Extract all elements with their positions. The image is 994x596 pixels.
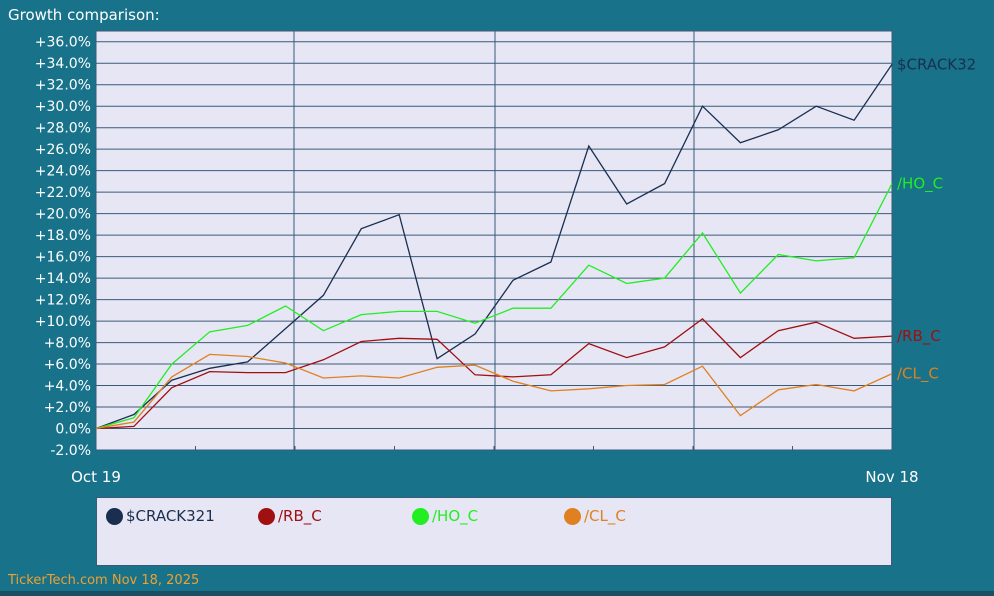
series-end-label-cl-c: /CL_C: [897, 365, 939, 384]
y-tick-label: +20.0%: [35, 207, 91, 223]
y-tick-label: +32.0%: [35, 78, 91, 94]
series-layer: [95, 63, 893, 430]
series-line-rb-c: [95, 318, 893, 430]
series-end-label-rb-c: /RB_C: [897, 327, 941, 346]
legend-marker-rb-c: [258, 507, 275, 525]
legend-label-crack321: $CRACK321: [126, 507, 215, 525]
series-end-label-crack321: $CRACK32: [897, 55, 976, 73]
y-tick-label: +10.0%: [35, 314, 91, 330]
y-tick-label: +26.0%: [35, 142, 91, 158]
footer-credit: TickerTech.com Nov 18, 2025: [8, 573, 200, 588]
y-tick-label: -2.0%: [50, 443, 91, 459]
series-end-label-ho-c: /HO_C: [897, 175, 943, 194]
y-tick-label: +34.0%: [35, 56, 91, 72]
y-tick-label: +28.0%: [35, 121, 91, 137]
y-tick-label: 0.0%: [55, 422, 91, 438]
y-tick-label: +16.0%: [35, 250, 91, 266]
y-tick-label: +18.0%: [35, 228, 91, 244]
series-line-ho-c: [95, 183, 893, 430]
bottom-bar: [0, 591, 994, 596]
y-tick-label: +36.0%: [35, 35, 91, 51]
x-tick-label-start: Oct 19: [71, 468, 121, 486]
series-line-crack321: [95, 63, 893, 430]
y-tick-label: +2.0%: [44, 400, 91, 416]
plot-background: [95, 30, 893, 451]
y-tick-label: +30.0%: [35, 99, 91, 115]
y-tick-label: +6.0%: [44, 357, 91, 373]
x-tick-label-end: Nov 18: [865, 468, 918, 486]
legend-item-cl-c[interactable]: /CL_C: [564, 507, 626, 525]
y-tick-label: +14.0%: [35, 271, 91, 287]
legend-marker-ho-c: [412, 507, 429, 525]
legend-item-rb-c[interactable]: /RB_C: [258, 507, 322, 525]
y-tick-label: +22.0%: [35, 185, 91, 201]
legend-label-rb-c: /RB_C: [278, 507, 322, 525]
series-line-cl-c: [95, 353, 893, 430]
legend-label-ho-c: /HO_C: [432, 507, 479, 525]
chart-title: Growth comparison:: [8, 6, 160, 24]
label-layer: -2.0% 0.0% +2.0% +4.0% +6.0% +8.0% +10.0% +12.0…: [35, 35, 976, 486]
legend-marker-crack321: [106, 507, 123, 525]
y-tick-label: +12.0%: [35, 293, 91, 309]
y-tick-label: +24.0%: [35, 164, 91, 180]
y-tick-label: +4.0%: [44, 379, 91, 395]
legend-marker-cl-c: [564, 507, 581, 525]
legend-label-cl-c: /CL_C: [584, 507, 626, 525]
legend-item-crack321[interactable]: $CRACK321: [106, 507, 215, 525]
y-tick-label: +8.0%: [44, 336, 91, 352]
grid-layer: [95, 31, 893, 451]
legend-item-ho-c[interactable]: /HO_C: [412, 507, 478, 525]
legend: $CRACK321 /RB_C /HO_C /CL_C: [96, 497, 892, 566]
